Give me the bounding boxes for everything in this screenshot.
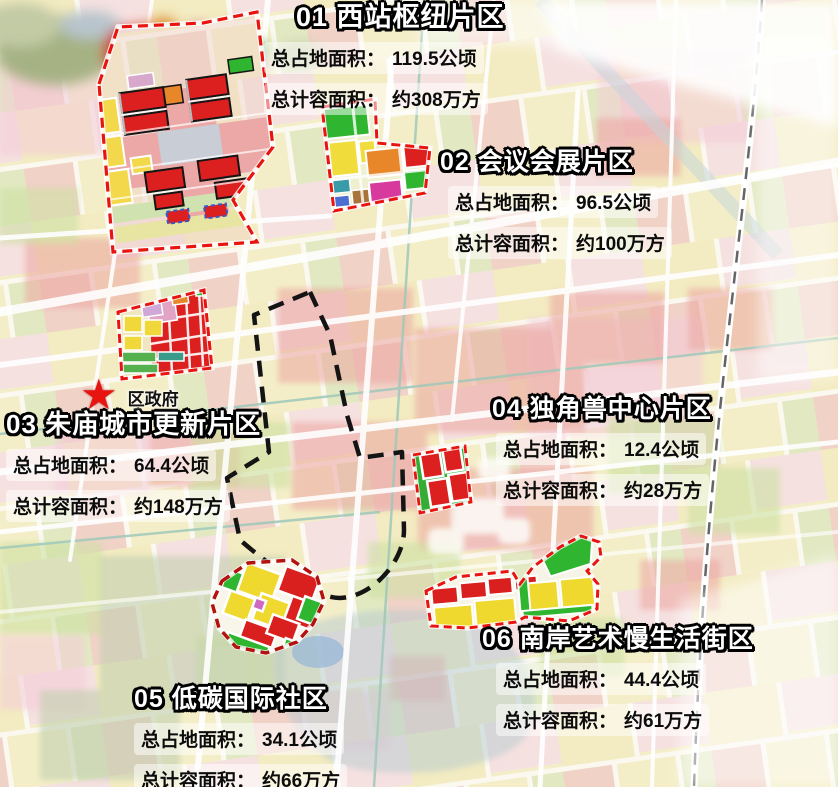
- zone-05-area: 总占地面积： 34.1公顷: [134, 722, 344, 755]
- zone-04-gfa: 总计容面积： 约28万方: [496, 473, 710, 506]
- zone-01-gfa: 总计容面积： 约308万方: [264, 83, 488, 116]
- zone-01-area: 总占地面积： 119.5公顷: [264, 42, 484, 75]
- zone-01-label: 01 西站枢纽片区 总占地面积： 119.5公顷 总计容面积： 约308万方: [264, 2, 505, 116]
- zone-06-gfa: 总计容面积： 约61万方: [496, 703, 710, 736]
- zone-01-title: 01 西站枢纽片区: [296, 2, 505, 32]
- star-icon: ★: [80, 371, 118, 418]
- zone-03-area: 总占地面积： 64.4公顷: [6, 448, 216, 481]
- zone-03-label: 03 朱庙城市更新片区 总占地面积： 64.4公顷 总计容面积： 约148万方: [6, 409, 262, 522]
- zone-02-gfa: 总计容面积： 约100万方: [448, 226, 672, 259]
- zone-02-area: 总占地面积： 96.5公顷: [448, 185, 658, 218]
- zone-02-title: 02 会议会展片区: [440, 148, 634, 176]
- study-area-boundary: [224, 289, 407, 601]
- district-government-marker: ★ 区政府: [80, 374, 179, 416]
- zone-04-label: 04 独角兽中心片区 总占地面积： 12.4公顷 总计容面积： 约28万方: [492, 395, 712, 506]
- zone-04-region: [410, 443, 474, 516]
- zone-02-label: 02 会议会展片区 总占地面积： 96.5公顷 总计容面积： 约100万方: [440, 148, 672, 259]
- zone-06-title: 06 南岸艺术慢生活街区: [482, 625, 754, 653]
- zone-03-title: 03 朱庙城市更新片区: [6, 409, 262, 439]
- faded-areas: [420, 0, 838, 787]
- zone-04-title: 04 独角兽中心片区: [492, 395, 712, 423]
- zone-06-label: 06 南岸艺术慢生活街区 总占地面积： 44.4公顷 总计容面积： 约61万方: [482, 625, 754, 736]
- zone-05-label: 05 低碳国际社区 总占地面积： 34.1公顷 总计容面积： 约66万方: [134, 685, 348, 787]
- zone-05-title: 05 低碳国际社区: [134, 685, 328, 713]
- zone-06-region: [423, 533, 604, 631]
- zone-03-gfa: 总计容面积： 约148万方: [6, 489, 230, 522]
- district-government-label: 区政府: [127, 389, 179, 409]
- zone-03-region: [115, 286, 215, 382]
- zone-05-gfa: 总计容面积： 约66万方: [134, 763, 348, 787]
- zone-06-area: 总占地面积： 44.4公顷: [496, 662, 706, 695]
- zone-04-area: 总占地面积： 12.4公顷: [496, 432, 706, 465]
